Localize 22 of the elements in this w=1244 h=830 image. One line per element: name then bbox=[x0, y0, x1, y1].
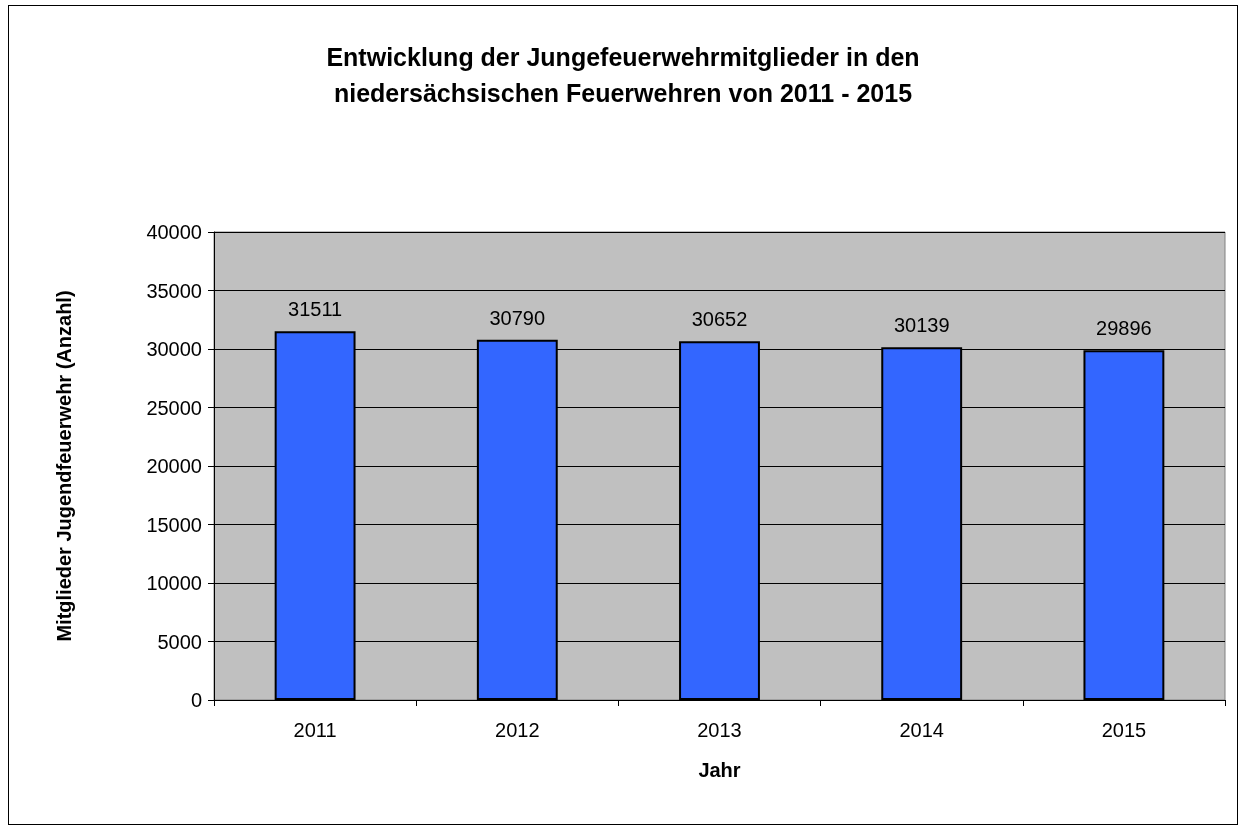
x-tick-label: 2014 bbox=[899, 719, 944, 741]
y-tick-label: 20000 bbox=[146, 455, 202, 477]
data-label: 29896 bbox=[1096, 317, 1152, 340]
x-tick-label: 2012 bbox=[495, 719, 540, 741]
data-label: 30652 bbox=[691, 308, 748, 331]
y-tick-label: 15000 bbox=[146, 513, 202, 536]
x-tick-label: 2013 bbox=[697, 719, 742, 741]
x-tick-label: 2011 bbox=[293, 719, 337, 741]
data-label: 31511 bbox=[288, 298, 343, 321]
y-tick-label: 10000 bbox=[146, 572, 202, 594]
data-label: 30790 bbox=[489, 306, 546, 329]
y-axis-title: Mitglieder Jugendfeuerwehr (Anzahl) bbox=[53, 290, 75, 642]
y-tick-label: 40000 bbox=[146, 221, 202, 243]
y-tick-label: 0 bbox=[190, 689, 202, 711]
y-tick-label: 35000 bbox=[146, 279, 202, 302]
x-tick-label: 2015 bbox=[1101, 719, 1147, 741]
data-label: 30139 bbox=[893, 314, 950, 337]
x-axis-title: Jahr bbox=[698, 759, 741, 781]
y-tick-label: 30000 bbox=[146, 338, 202, 360]
y-tick-label: 25000 bbox=[146, 396, 202, 419]
y-tick-label: 5000 bbox=[157, 630, 202, 653]
chart-title: Entwicklung der Jungefeuerwehrmitglieder in den niedersächsischen Feuerwehren von 2011 - 2015 bbox=[326, 43, 920, 107]
